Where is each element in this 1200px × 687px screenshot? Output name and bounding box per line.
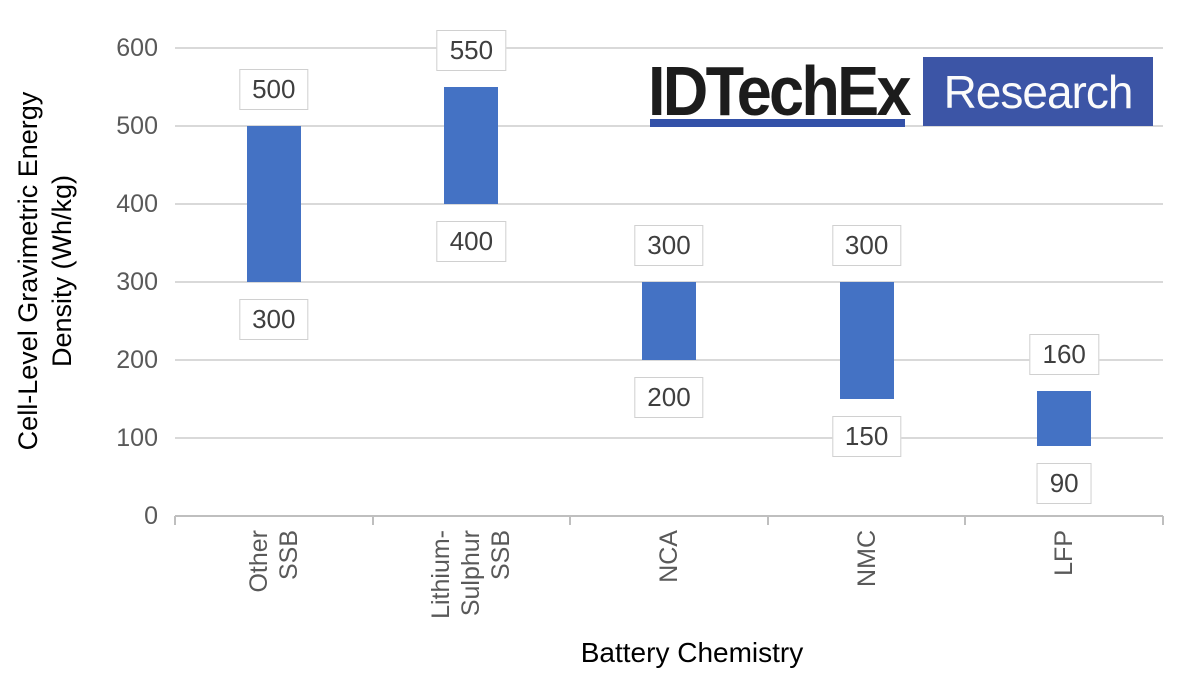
y-tick-label-400: 400 (116, 190, 158, 218)
y-tick-label-100: 100 (116, 424, 158, 452)
min-value-label: 150 (831, 416, 902, 457)
max-value-label: 500 (239, 69, 309, 110)
max-value-label: 300 (831, 225, 902, 266)
range-bar-nca (642, 282, 696, 360)
y-tick-label-200: 200 (116, 346, 158, 374)
y-tick-label-600: 600 (116, 34, 158, 62)
x-axis-title: Battery Chemistry (580, 637, 804, 668)
y-tick-label-300: 300 (116, 268, 158, 296)
range-bar-lfp (1037, 391, 1092, 446)
x-axis-tick (569, 516, 572, 525)
range-bar-other-ssb (246, 126, 301, 282)
logo-research-box: Research (923, 57, 1153, 126)
x-axis-tick (371, 516, 374, 525)
y-axis-title: Cell-Level Gravimetric Energy Density (W… (13, 91, 77, 451)
range-bar-lithium-sulphur-ssb (444, 87, 499, 204)
x-axis-tick (766, 516, 769, 525)
y-tick-label-0: 0 (144, 502, 158, 530)
x-axis-tick (174, 516, 176, 525)
min-value-label: 300 (239, 299, 309, 340)
category-label-other-ssb: Other SSB (244, 530, 303, 593)
logo-brand-text: IDTechEx (648, 52, 912, 130)
gridline-100 (175, 437, 1163, 439)
max-value-label: 550 (436, 30, 507, 71)
max-value-label: 160 (1029, 334, 1099, 376)
min-value-label: 400 (436, 221, 507, 262)
min-value-label: 200 (634, 377, 704, 418)
x-axis-line (175, 515, 1163, 517)
logo-underline-bar (650, 119, 905, 127)
logo-research-text: Research (943, 65, 1134, 118)
gridline-600 (175, 47, 1163, 49)
gridline-200 (175, 359, 1163, 361)
max-value-label: 300 (634, 225, 704, 266)
y-tick-label-500: 500 (116, 112, 158, 140)
min-value-label: 90 (1036, 462, 1092, 504)
category-label-lfp: LFP (1050, 530, 1079, 576)
gridline-400 (175, 203, 1163, 205)
x-axis-tick (1162, 516, 1164, 525)
range-bar-nmc (839, 282, 894, 399)
x-axis-tick (964, 516, 967, 525)
